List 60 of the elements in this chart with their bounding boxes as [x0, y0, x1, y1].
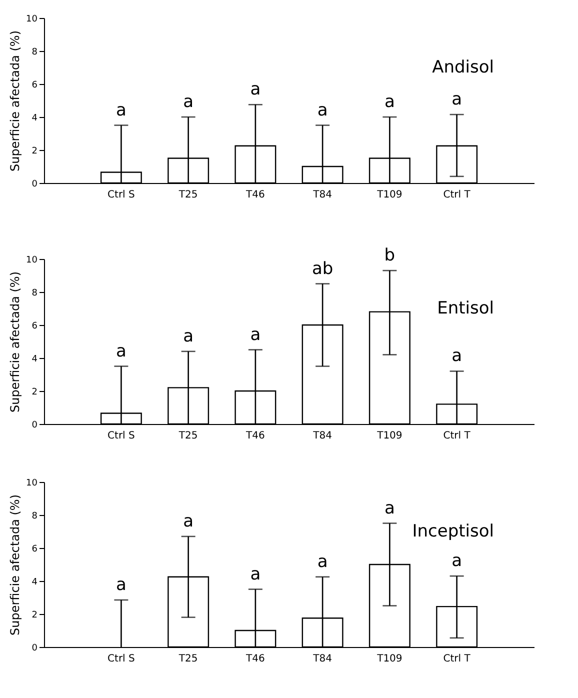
x-tick-label: Ctrl S [108, 190, 135, 200]
y-axis-title: Superficie afectada (%) [8, 271, 22, 413]
annotation: a [317, 100, 328, 120]
annotation: a [116, 574, 126, 595]
x-tick-label: Ctrl T [443, 430, 472, 442]
x-tick-label: Ctrl S [108, 654, 135, 664]
annotation: Andisol [432, 58, 494, 78]
y-tick-label: 2 [32, 146, 38, 156]
x-tick-label: T84 [312, 654, 332, 664]
annotation: b [384, 246, 396, 266]
annotation: a [250, 80, 261, 100]
annotation: a [384, 92, 395, 112]
annotation: a [384, 498, 395, 518]
x-tick-label: T25 [178, 190, 198, 200]
annotation: Entisol [437, 298, 494, 318]
annotation: ab [312, 258, 334, 279]
y-tick-label: 4 [32, 114, 38, 124]
annotation: a [317, 552, 328, 572]
x-tick-label: T25 [178, 430, 198, 442]
annotation: a [452, 346, 462, 366]
x-tick-label: T25 [178, 654, 198, 664]
y-tick-label: 6 [32, 322, 38, 332]
y-axis-title: Superficie afectada (%) [8, 494, 22, 636]
annotation: a [250, 324, 261, 345]
annotation: a [116, 341, 126, 362]
x-tick-label: T109 [376, 190, 402, 200]
x-tick-label: T84 [312, 190, 332, 200]
y-tick-label: 0 [32, 644, 38, 654]
x-tick-label: Ctrl S [108, 430, 135, 442]
y-tick-label: 8 [32, 512, 38, 522]
annotation: a [452, 551, 462, 572]
x-tick-label: Ctrl T [443, 190, 472, 200]
x-tick-label: Ctrl T [443, 654, 472, 664]
annotation: a [452, 90, 462, 110]
y-tick-label: 0 [32, 180, 38, 190]
annotation: Inceptisol [412, 522, 494, 542]
y-tick-label: 10 [26, 256, 38, 266]
y-tick-label: 10 [26, 478, 38, 488]
x-tick-label: T46 [245, 430, 265, 442]
x-tick-label: T109 [376, 430, 402, 442]
y-tick-label: 10 [26, 14, 38, 24]
y-axis-title: Superficie afectada (%) [8, 30, 22, 172]
y-tick-label: 4 [32, 578, 38, 588]
y-tick-label: 6 [32, 80, 38, 90]
annotation: a [183, 511, 194, 532]
y-tick-label: 2 [32, 610, 38, 620]
y-tick-label: 8 [32, 288, 38, 298]
y-tick-label: 2 [32, 388, 38, 398]
y-tick-label: 6 [32, 544, 38, 554]
annotation: a [183, 92, 194, 112]
annotation: a [183, 326, 194, 346]
x-tick-label: T46 [245, 190, 265, 200]
y-tick-label: 0 [32, 420, 38, 430]
x-tick-label: T109 [376, 654, 402, 664]
x-tick-label: T46 [245, 654, 265, 664]
annotation: a [116, 100, 126, 120]
x-tick-label: T84 [312, 430, 332, 442]
annotation: a [250, 564, 261, 584]
y-tick-label: 4 [32, 354, 38, 364]
y-tick-label: 8 [32, 48, 38, 58]
